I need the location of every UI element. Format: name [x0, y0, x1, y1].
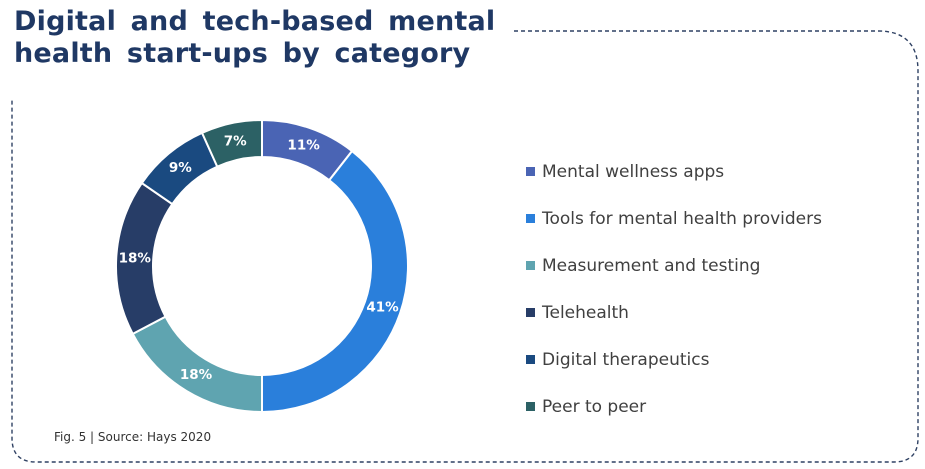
donut-slice-2 [131, 315, 263, 414]
legend-swatch [526, 402, 535, 411]
legend-swatch [526, 214, 535, 223]
legend-label: Telehealth [542, 302, 629, 323]
title-line-2: health start-ups by category [14, 38, 471, 69]
legend-item-1: Tools for mental health providers [526, 195, 822, 242]
slice-label-1: 41% [366, 300, 399, 316]
slice-label-3: 18% [119, 250, 152, 266]
legend-label: Digital therapeutics [542, 349, 710, 370]
legend-label: Measurement and testing [542, 255, 761, 276]
chart-legend: Mental wellness apps Tools for mental hea… [526, 148, 822, 430]
legend-label: Mental wellness apps [542, 161, 725, 182]
legend-swatch [526, 308, 535, 317]
legend-swatch [526, 261, 535, 270]
legend-item-4: Digital therapeutics [526, 336, 822, 383]
donut-slice-5 [200, 118, 263, 168]
slice-label-5: 7% [224, 133, 247, 149]
legend-swatch [526, 355, 535, 364]
donut-slices [115, 118, 409, 414]
title-line-1: Digital and tech-based mental [14, 6, 496, 37]
legend-item-0: Mental wellness apps [526, 148, 822, 195]
legend-item-5: Peer to peer [526, 383, 822, 430]
slice-label-0: 11% [287, 137, 320, 153]
legend-label: Peer to peer [542, 396, 647, 417]
donut-slice-labels: 11% 41% 18% 18% 9% 7% [119, 133, 400, 383]
legend-swatch [526, 167, 535, 176]
legend-label: Tools for mental health providers [542, 208, 822, 229]
legend-item-2: Measurement and testing [526, 242, 822, 289]
legend-item-3: Telehealth [526, 289, 822, 336]
chart-title: Digital and tech-based mental health sta… [14, 6, 495, 70]
slice-label-4: 9% [169, 160, 192, 176]
slice-label-2: 18% [180, 367, 213, 383]
figure-source: Fig. 5 | Source: Hays 2020 [54, 430, 212, 444]
donut-slice-1 [261, 149, 409, 414]
